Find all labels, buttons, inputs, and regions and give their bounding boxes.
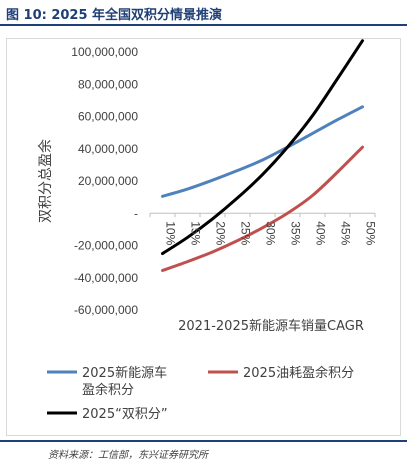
y-tick-label: 40,000,000: [78, 142, 138, 156]
y-tick-label: -20,000,000: [74, 239, 138, 253]
series-line: [161, 145, 364, 272]
x-tick-label: 25%: [239, 221, 253, 245]
source-bar: 资料来源：工信部，东兴证券研究所: [0, 440, 407, 464]
series-line: [161, 39, 364, 256]
x-axis-label: 2021-2025新能源车销量CAGR: [178, 318, 364, 334]
chart-frame: [6, 38, 401, 436]
y-tick-label: -40,000,000: [74, 271, 138, 285]
x-tick-label: 10%: [164, 221, 178, 245]
x-tick-label: 45%: [339, 221, 353, 245]
x-tick-label: 35%: [289, 221, 303, 245]
figure-title-bar: 图 10: 2025 年全国双积分情景推演: [0, 0, 407, 26]
legend-label: 盈余积分: [82, 382, 134, 398]
x-tick-label: 20%: [214, 221, 228, 245]
x-tick-label: 40%: [314, 221, 328, 245]
source-note: 资料来源：工信部，东兴证券研究所: [48, 450, 208, 461]
y-tick-label: -60,000,000: [74, 303, 138, 317]
series-line: [161, 105, 364, 198]
y-axis-label: 双积分总盈余: [37, 139, 54, 223]
figure-title: 图 10: 2025 年全国双积分情景推演: [6, 8, 223, 23]
y-tick-label: 60,000,000: [78, 110, 138, 124]
y-tick-label: 20,000,000: [78, 174, 138, 188]
x-tick-label: 30%: [264, 221, 278, 245]
legend-label: 2025新能源车: [82, 365, 167, 381]
line-chart: -60,000,000-40,000,000-20,000,000-20,000…: [37, 39, 378, 422]
y-tick-label: 100,000,000: [71, 45, 138, 59]
x-tick-label: 50%: [364, 221, 378, 245]
legend-label: 2025油耗盈余积分: [243, 365, 354, 381]
y-tick-label: 80,000,000: [78, 77, 138, 91]
legend-label: 2025“双积分”: [82, 407, 168, 422]
x-tick-label: 15%: [189, 221, 203, 245]
y-tick-label: -: [134, 206, 138, 220]
